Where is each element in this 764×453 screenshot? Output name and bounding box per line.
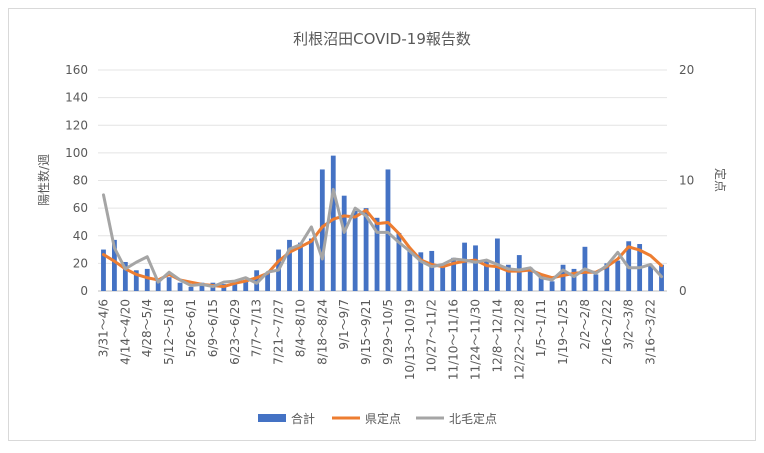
- x-tick-label: 4/28～5/4: [140, 299, 154, 357]
- bar: [505, 264, 511, 291]
- axes: 0 20 40 60 80 100 120 140 160 0 10 20 3/31～4/6 4/14～4…: [65, 63, 694, 380]
- x-tick-label: 12/22～12/28: [512, 299, 526, 380]
- x-tick-label: 12/8～12/14: [490, 299, 504, 373]
- x-tick-label: 4/14～4/20: [118, 299, 132, 365]
- y-tick-label: 0: [80, 284, 88, 298]
- x-tick-label: 11/10～11/16: [447, 299, 461, 380]
- x-tick-label: 1/5～1/11: [534, 299, 548, 357]
- y-axis-label: 陽性数/週: [36, 154, 51, 206]
- x-tick-label: 3/31～4/6: [96, 299, 110, 357]
- x-tick-label: 10/13～10/19: [403, 299, 417, 380]
- bar: [571, 268, 577, 291]
- bar: [330, 155, 336, 291]
- x-tick-label: 5/26～6/1: [184, 299, 198, 357]
- series-line: [101, 187, 664, 289]
- bar: [407, 249, 413, 291]
- bar: [199, 282, 205, 291]
- bar: [363, 208, 369, 291]
- x-tick-label: 7/21～7/27: [272, 299, 286, 365]
- bar: [527, 267, 533, 291]
- y2-tick-label: 10: [679, 174, 694, 188]
- bar: [462, 242, 467, 291]
- y-tick-label: 100: [65, 146, 88, 160]
- bar: [560, 264, 566, 291]
- x-tick-label: 5/12～5/18: [162, 299, 176, 365]
- x-tick-label: 9/15～9/21: [359, 299, 373, 365]
- bar: [254, 270, 260, 291]
- bar: [243, 279, 249, 291]
- x-tick-label: 1/19～1/25: [556, 299, 570, 365]
- bar: [418, 252, 424, 291]
- x-tick-label: 9/29～10/5: [381, 299, 395, 365]
- bar: [484, 260, 489, 291]
- y-tick-label: 20: [73, 256, 88, 270]
- y-tick-label: 120: [65, 118, 88, 132]
- y-tick-label: 160: [65, 63, 88, 77]
- legend-label: 県定点: [365, 411, 401, 426]
- y2-tick-label: 0: [679, 284, 687, 298]
- bar: [155, 279, 161, 291]
- bar: [265, 273, 271, 291]
- x-tick-label: 8/18～8/24: [315, 299, 329, 365]
- x-tick-label: 2/16～2/22: [600, 299, 614, 365]
- bar: [166, 277, 172, 291]
- bar: [122, 261, 128, 291]
- legend-label: 北毛定点: [449, 411, 497, 426]
- bar: [385, 169, 391, 291]
- bar: [549, 281, 555, 291]
- bar: [298, 242, 303, 291]
- x-tick-label: 11/24～11/30: [469, 299, 483, 380]
- bar: [396, 232, 402, 291]
- x-tick-label: 3/16～3/22: [644, 299, 658, 365]
- y-tick-label: 60: [73, 201, 88, 215]
- y-tick-label: 140: [65, 91, 88, 105]
- x-tick-label: 7/7～7/13: [250, 299, 264, 357]
- y-tick-label: 80: [73, 174, 88, 188]
- bar: [451, 257, 457, 291]
- legend-label: 合計: [291, 411, 315, 426]
- bar: [188, 286, 194, 291]
- x-tick-label: 8/4～8/10: [293, 299, 307, 357]
- y2-axis-label: 定点: [713, 168, 728, 192]
- x-tick-label: 2/2～2/8: [578, 299, 592, 350]
- line-series: [101, 187, 664, 289]
- bar: [615, 260, 621, 291]
- bar: [112, 239, 117, 291]
- bar: [473, 245, 478, 291]
- bar: [133, 270, 139, 291]
- legend-swatch: [258, 414, 286, 422]
- x-tick-label: 9/1～9/7: [337, 299, 351, 350]
- bar: [177, 282, 183, 291]
- x-tick-label: 6/9～6/15: [206, 299, 220, 357]
- bar: [374, 217, 380, 291]
- chart-title: 利根沼田COVID-19報告数: [293, 30, 471, 48]
- bar: [341, 195, 347, 291]
- x-tick-label: 10/27～11/2: [425, 299, 439, 373]
- bar: [429, 250, 435, 291]
- bar: [604, 263, 610, 291]
- bar: [593, 274, 599, 291]
- x-tick-label: 6/23～6/29: [228, 299, 242, 365]
- bar: [648, 264, 653, 291]
- bar: [538, 274, 544, 291]
- y2-tick-label: 20: [679, 63, 694, 77]
- bar: [144, 268, 150, 291]
- bar: [101, 249, 106, 291]
- legend: 合計 県定点 北毛定点: [258, 411, 497, 426]
- bar: [440, 267, 446, 291]
- y-tick-label: 40: [73, 229, 88, 243]
- x-tick-label: 3/2～3/8: [622, 299, 636, 350]
- bar: [319, 169, 325, 291]
- bar: [308, 238, 314, 291]
- bar: [232, 281, 238, 291]
- bar: [516, 255, 522, 291]
- bar: [287, 239, 292, 291]
- bar: [352, 210, 358, 291]
